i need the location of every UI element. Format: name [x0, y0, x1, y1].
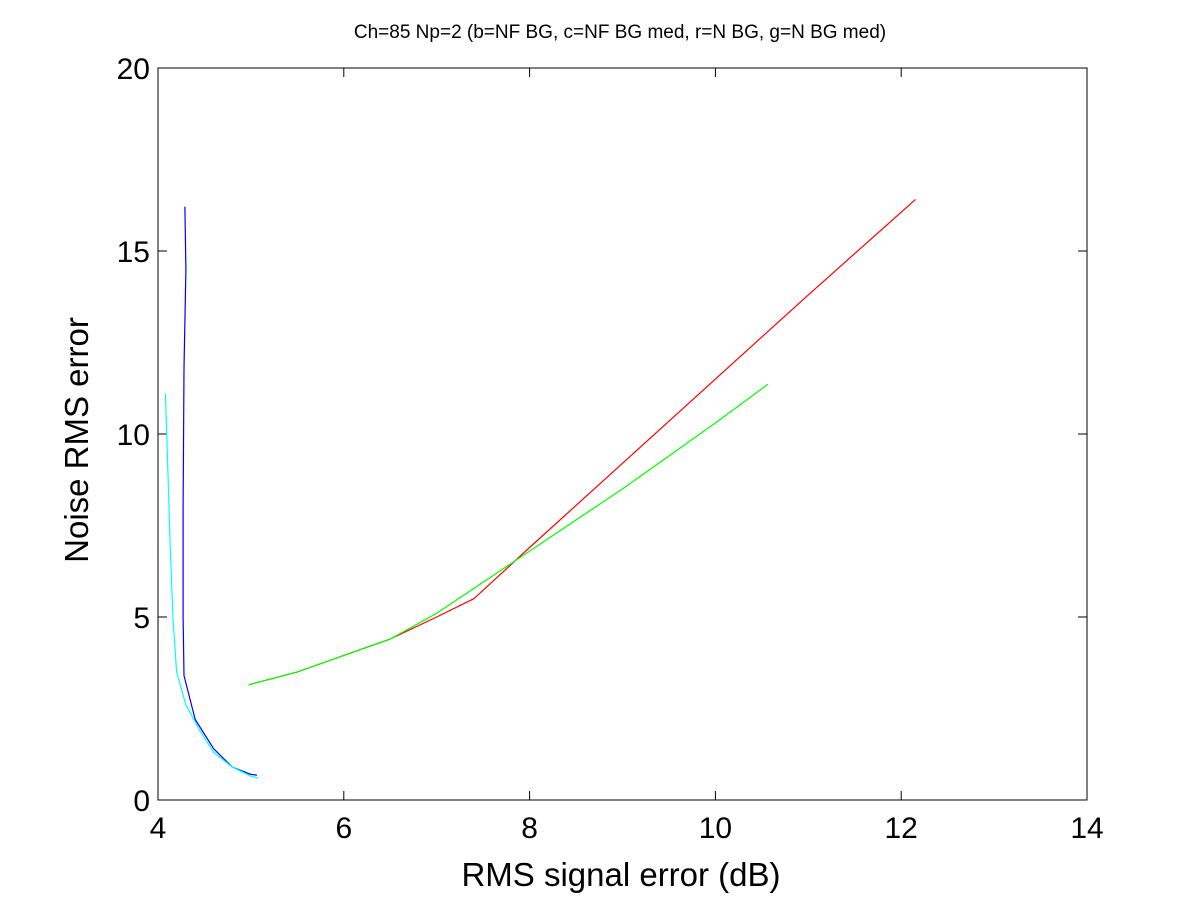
x-tick-label: 14 [1070, 812, 1103, 845]
series-line-4 [248, 384, 769, 686]
y-tick-label: 5 [133, 602, 150, 635]
x-tick-label: 6 [335, 812, 352, 845]
y-tick-label: 20 [117, 53, 150, 86]
x-tick-label: 8 [521, 812, 538, 845]
x-axis-label: RMS signal error (dB) [461, 856, 780, 893]
y-tick-label: 15 [117, 236, 150, 269]
y-tick-label: 0 [133, 785, 150, 818]
x-tick-label: 12 [885, 812, 918, 845]
x-tick-label: 4 [150, 812, 167, 845]
x-tick-label: 10 [699, 812, 732, 845]
chart-title: Ch=85 Np=2 (b=NF BG, c=NF BG med, r=N BG… [354, 22, 886, 43]
plot-area: 4 6 8 10 12 14 0 5 10 15 20 [117, 53, 1104, 845]
y-tick-label: 10 [117, 419, 150, 452]
y-axis-label: Noise RMS error [58, 317, 95, 563]
series-line-2 [164, 393, 258, 779]
